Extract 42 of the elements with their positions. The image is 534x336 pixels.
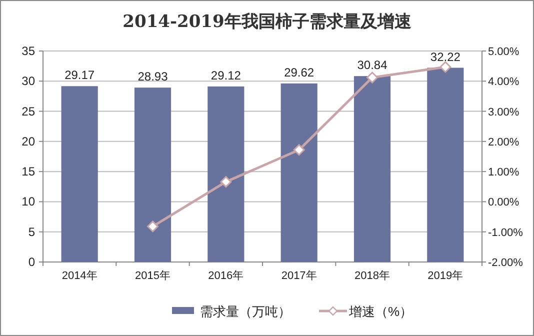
data-label: 29.17 [64, 68, 95, 82]
bar [61, 86, 98, 262]
y2-tick-label: 0.00% [488, 196, 520, 209]
x-tick-label: 2019年 [428, 270, 464, 282]
chart-title: 2014-2019年我国柿子需求量及增速 [122, 12, 412, 32]
data-label: 28.93 [138, 70, 168, 84]
x-tick-label: 2017年 [281, 270, 317, 282]
data-label: 32.22 [430, 50, 461, 64]
x-tick-label: 2015年 [135, 270, 170, 282]
point [147, 220, 158, 232]
y-tick-label: 10 [22, 194, 36, 209]
bar [208, 86, 244, 262]
y-tick-label: 30 [22, 74, 36, 88]
bar [134, 88, 172, 262]
legend-label: 需求量（万吨） [200, 304, 291, 319]
bar [354, 76, 391, 262]
x-tick-label: 2018年 [354, 270, 390, 282]
y2-tick-label: 5.00% [488, 46, 520, 58]
point [366, 72, 378, 84]
data-label: 30.84 [357, 58, 388, 72]
bar [280, 83, 318, 262]
data-label: 29.62 [284, 65, 314, 80]
y-tick-label: 0 [28, 255, 36, 269]
y2-tick-label: 4.00% [488, 76, 520, 88]
point [220, 176, 232, 188]
bar [427, 68, 464, 262]
x-tick-label: 2014年 [62, 270, 98, 282]
x-tick-label: 2016年 [208, 270, 244, 282]
y2-tick-label: 3.00% [488, 106, 520, 118]
y-tick-label: 25 [22, 104, 36, 118]
point [440, 61, 452, 73]
y2-tick-label: -2.00% [488, 257, 524, 269]
y2-tick-label: -1.00% [488, 226, 524, 239]
y2-tick-label: 2.00% [488, 136, 520, 148]
point [293, 144, 305, 156]
y2-tick-label: 1.00% [488, 166, 520, 179]
y-tick-label: 20 [22, 134, 36, 148]
y-tick-label: 5 [28, 224, 36, 239]
y-tick-label: 15 [22, 164, 36, 179]
data-label: 29.12 [210, 68, 242, 82]
y-tick-label: 35 [22, 44, 36, 58]
legend-label: 增速（%） [348, 304, 413, 319]
